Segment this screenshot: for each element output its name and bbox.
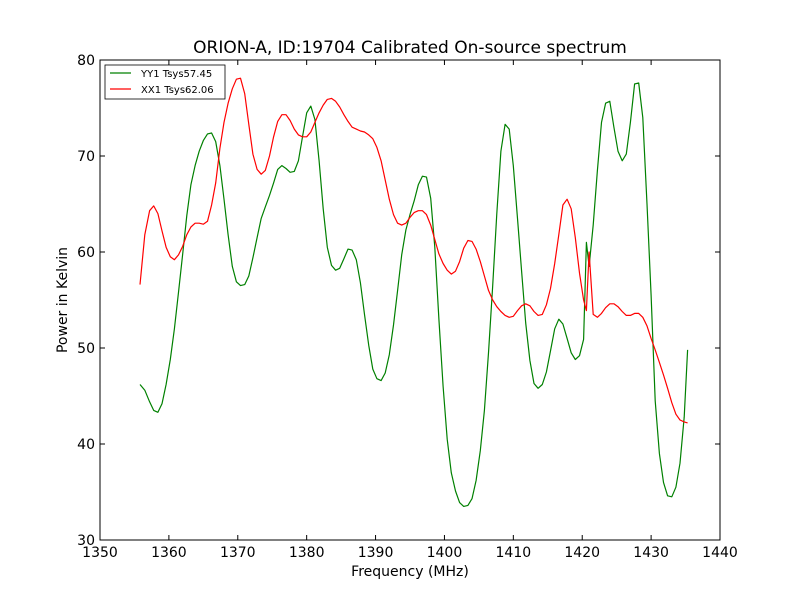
- y-tick-label: 50: [77, 341, 95, 357]
- legend: YY1 Tsys57.45 XX1 Tsys62.06: [104, 64, 226, 100]
- x-tick-label: 1360: [151, 545, 187, 561]
- x-tick-label: 1380: [289, 545, 325, 561]
- chart-title: ORION-A, ID:19704 Calibrated On-source s…: [193, 38, 627, 58]
- x-axis-ticks: 1350 1360 1370 1380 1390 1400 1410 1420 1430 1440: [82, 60, 738, 561]
- x-tick-label: 1410: [496, 545, 532, 561]
- series-line-yy1: [139, 82, 689, 507]
- legend-label-yy1: YY1 Tsys57.45: [140, 69, 212, 80]
- y-tick-label: 30: [77, 533, 95, 549]
- plot-frame: [99, 59, 721, 541]
- legend-box: [104, 64, 226, 100]
- y-axis-ticks: 30 40 50 60 70 80: [77, 53, 720, 549]
- x-tick-label: 1400: [427, 545, 463, 561]
- x-tick-label: 1430: [633, 545, 669, 561]
- x-tick-label: 1390: [358, 545, 394, 561]
- x-tick-label: 1420: [564, 545, 600, 561]
- x-tick-label: 1370: [220, 545, 256, 561]
- x-axis-label: Frequency (MHz): [351, 564, 469, 580]
- y-tick-label: 40: [77, 437, 95, 453]
- plot-lines: [139, 77, 689, 507]
- legend-label-xx1: XX1 Tsys62.06: [141, 85, 214, 96]
- x-tick-label: 1440: [702, 545, 738, 561]
- y-tick-label: 80: [77, 53, 95, 69]
- y-tick-label: 60: [77, 245, 95, 261]
- y-tick-label: 70: [77, 149, 95, 165]
- x-tick-label: 1350: [82, 545, 118, 561]
- y-axis-label: Power in Kelvin: [55, 247, 71, 353]
- series-line-xx1: [139, 77, 688, 424]
